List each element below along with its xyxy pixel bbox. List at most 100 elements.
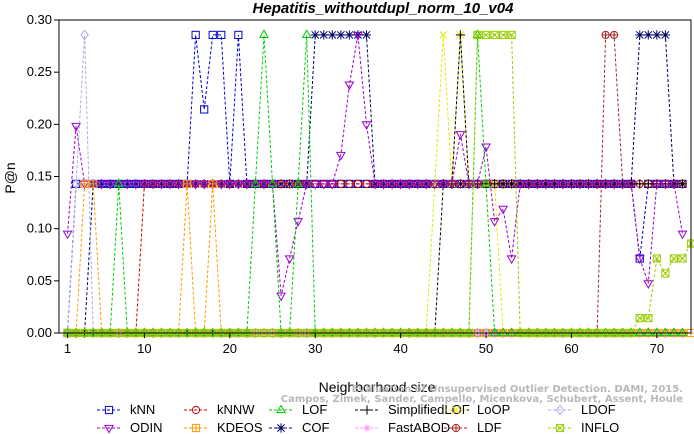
data-point-odin-part (199, 180, 210, 190)
data-point-odin (113, 180, 124, 190)
data-point-inflo-part (490, 30, 499, 40)
data-point-lof-part (429, 327, 440, 337)
data-point-ldof-part (234, 327, 243, 339)
data-point-knn-part (200, 105, 209, 114)
data-point-odin (438, 180, 449, 190)
y-tick-label: 0.05 (27, 273, 52, 288)
data-point-lof (327, 327, 338, 337)
data-point-odin (540, 180, 551, 190)
data-point-odin (344, 81, 355, 91)
data-point-simplifiedlof (677, 179, 688, 189)
legend-marker-odin-part (104, 424, 114, 434)
data-point-inflo-part (661, 269, 670, 278)
data-point-odin-part (523, 180, 534, 190)
data-point-cof-part (362, 30, 371, 39)
data-point-knnw (456, 179, 465, 189)
data-point-ldof-part (592, 327, 602, 339)
data-point-ldof-part (336, 327, 346, 339)
data-point-ldof-part (268, 327, 277, 339)
data-point-ldof (80, 29, 89, 41)
data-point-lof-part (156, 327, 167, 337)
data-point-lof-part (575, 327, 585, 337)
data-point-ldof-part (413, 327, 422, 339)
data-point-odin-part (557, 180, 568, 190)
data-point-lof (463, 327, 474, 337)
data-point-lof-part (88, 327, 99, 337)
legend-item-ldof: LDOF (548, 402, 616, 417)
data-point-lof (173, 327, 184, 337)
legend-marker-knnw (191, 405, 201, 415)
data-point-inflo (661, 269, 670, 278)
data-point-lof-part (122, 327, 133, 337)
data-point-lof-part (79, 327, 90, 337)
data-point-lof-part (609, 327, 620, 337)
data-point-ldf (610, 30, 619, 40)
data-point-lof (446, 327, 457, 337)
data-point-odin (643, 280, 654, 289)
data-point-ldof-part (199, 327, 209, 339)
data-point-lof-part (352, 327, 363, 337)
data-point-odin (147, 180, 158, 190)
data-point-ldof-part (541, 327, 551, 339)
legend-label-loop: LoOP (477, 402, 510, 417)
data-point-lof-part (267, 178, 278, 188)
legend-item-ldf: LDF (444, 420, 502, 434)
data-point-ldof-part (362, 327, 371, 339)
data-point-ldof-part (80, 29, 89, 41)
data-point-odin (481, 143, 491, 153)
data-point-odin (301, 180, 312, 190)
data-point-knnw-part (336, 179, 345, 189)
series-odin (62, 31, 688, 302)
legend-label-knnw: kNNW (217, 402, 255, 417)
data-point-lof-part (327, 327, 338, 337)
data-point-lof (250, 178, 261, 188)
data-point-cof-part (328, 30, 337, 39)
data-point-odin (634, 255, 645, 265)
data-point-cof-part (336, 30, 345, 39)
data-point-simplifiedlof (507, 179, 517, 189)
data-point-lof (506, 327, 517, 337)
data-point-ldof-part (242, 327, 252, 339)
legend-marker-loop (452, 406, 460, 414)
data-point-odin (96, 180, 107, 190)
legend-marker-inflo-part (556, 424, 564, 432)
data-point-inflo-part (644, 313, 653, 323)
legend-marker-lof-part (276, 404, 286, 414)
legend-marker-knn-part (104, 405, 114, 415)
data-point-knnw (276, 179, 286, 189)
plot-area (62, 29, 694, 339)
data-point-lof-part (481, 178, 491, 188)
data-point-ldof (430, 327, 440, 339)
data-point-ldof (515, 327, 525, 339)
data-point-odin (463, 180, 474, 190)
data-point-odin-part (370, 180, 380, 190)
data-point-odin-part (284, 255, 295, 265)
data-point-kdeos (183, 179, 192, 189)
data-point-ldof (626, 327, 636, 339)
data-point-lof (668, 327, 679, 337)
data-point-lof (165, 327, 175, 337)
data-point-lof-part (293, 178, 304, 188)
data-point-ldof-part (447, 327, 457, 339)
data-point-odin-part (532, 180, 543, 190)
data-point-lof-part (207, 327, 218, 337)
data-point-odin-part (190, 180, 201, 190)
data-point-odin (446, 180, 457, 190)
data-point-lof-part (370, 327, 380, 337)
data-point-lof-part (583, 327, 594, 337)
legend-item-fastabod: FastABOD (355, 420, 450, 434)
data-point-ldof (123, 327, 132, 339)
series-line-odin (67, 34, 683, 296)
data-point-odin-part (617, 180, 628, 190)
legend-marker-knn (104, 405, 114, 415)
data-point-knnw-part (345, 179, 354, 189)
legend-marker-knnw-part (191, 405, 201, 415)
data-point-ldof-part (328, 327, 337, 339)
data-point-ldof (114, 327, 124, 339)
legend-marker-fastabod (363, 424, 371, 432)
data-point-odin-part (438, 180, 449, 190)
data-point-odin (173, 180, 184, 190)
data-point-ldof-part (430, 327, 440, 339)
data-point-lof (523, 327, 534, 337)
data-point-lof-part (259, 29, 269, 39)
